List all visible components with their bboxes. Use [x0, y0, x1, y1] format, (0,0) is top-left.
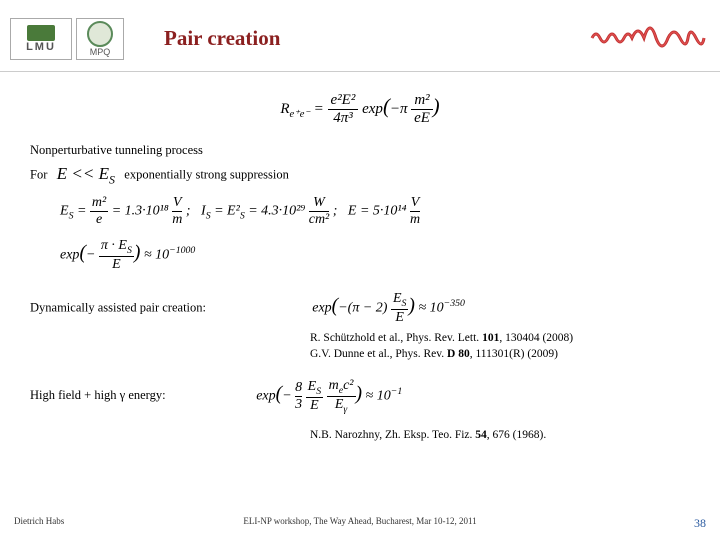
lmu-logo: LMU [10, 18, 72, 60]
for-suffix: exponentially strong suppression [124, 168, 289, 182]
slide-footer: Dietrich Habs ELI-NP workshop, The Way A… [0, 516, 720, 534]
wave-pulse-icon [590, 20, 710, 56]
formula-rate: Re⁺e⁻ = e²E²4π³ exp(−π m²eE) [30, 92, 690, 127]
lmu-shield-icon [27, 25, 55, 41]
formula-suppression: exp(− π · ESE) ≈ 10−1000 [60, 238, 690, 273]
text-highfield: High field + high γ energy: [30, 388, 166, 402]
text-nonperturbative: Nonperturbative tunneling process [30, 143, 690, 158]
reference-schutzhold: R. Schützhold et al., Phys. Rev. Lett. 1… [310, 332, 690, 344]
for-prefix: For [30, 168, 47, 182]
page-number: 38 [694, 516, 706, 531]
logo-group: LMU MPQ [10, 18, 124, 60]
footer-event: ELI-NP workshop, The Way Ahead, Buchares… [0, 516, 720, 526]
mpq-label: MPQ [90, 47, 111, 57]
slide-title: Pair creation [164, 26, 280, 51]
formula-rate-math: Re⁺e⁻ = e²E²4π³ exp(−π m²eE) [280, 92, 439, 127]
lmu-label: LMU [26, 41, 56, 53]
text-dynamical: Dynamically assisted pair creation: [30, 300, 206, 314]
formula-exp-math: exp(− π · ESE) ≈ 10−1000 [60, 238, 195, 273]
condition-math: E << ES [57, 164, 115, 187]
text-highfield-line: High field + high γ energy: exp(− 83 ESE… [30, 378, 690, 415]
slide-header: LMU MPQ Pair creation [0, 0, 720, 72]
formula-schwinger-field: ES = m²e = 1.3·10¹⁸ Vm ; IS = E²S = 4.3·… [60, 195, 690, 228]
mpq-minerva-icon [87, 21, 113, 47]
text-dynamical-line: Dynamically assisted pair creation: exp(… [30, 291, 690, 326]
mpq-logo: MPQ [76, 18, 124, 60]
text-suppression-line: For E << ES exponentially strong suppres… [30, 164, 690, 187]
slide-body: Re⁺e⁻ = e²E²4π³ exp(−π m²eE) Nonperturba… [0, 72, 720, 441]
reference-narozhny: N.B. Narozhny, Zh. Eksp. Teo. Fiz. 54, 6… [310, 429, 690, 441]
formula-dyn-math: exp(−(π − 2) ESE) ≈ 10−350 [312, 291, 465, 326]
formula-es-math: ES = m²e = 1.3·10¹⁸ Vm ; IS = E²S = 4.3·… [60, 195, 420, 228]
formula-high-math: exp(− 83 ESE mec²Eγ) ≈ 10−1 [256, 378, 402, 415]
reference-dunne: G.V. Dunne et al., Phys. Rev. D 80, 1113… [310, 348, 690, 360]
